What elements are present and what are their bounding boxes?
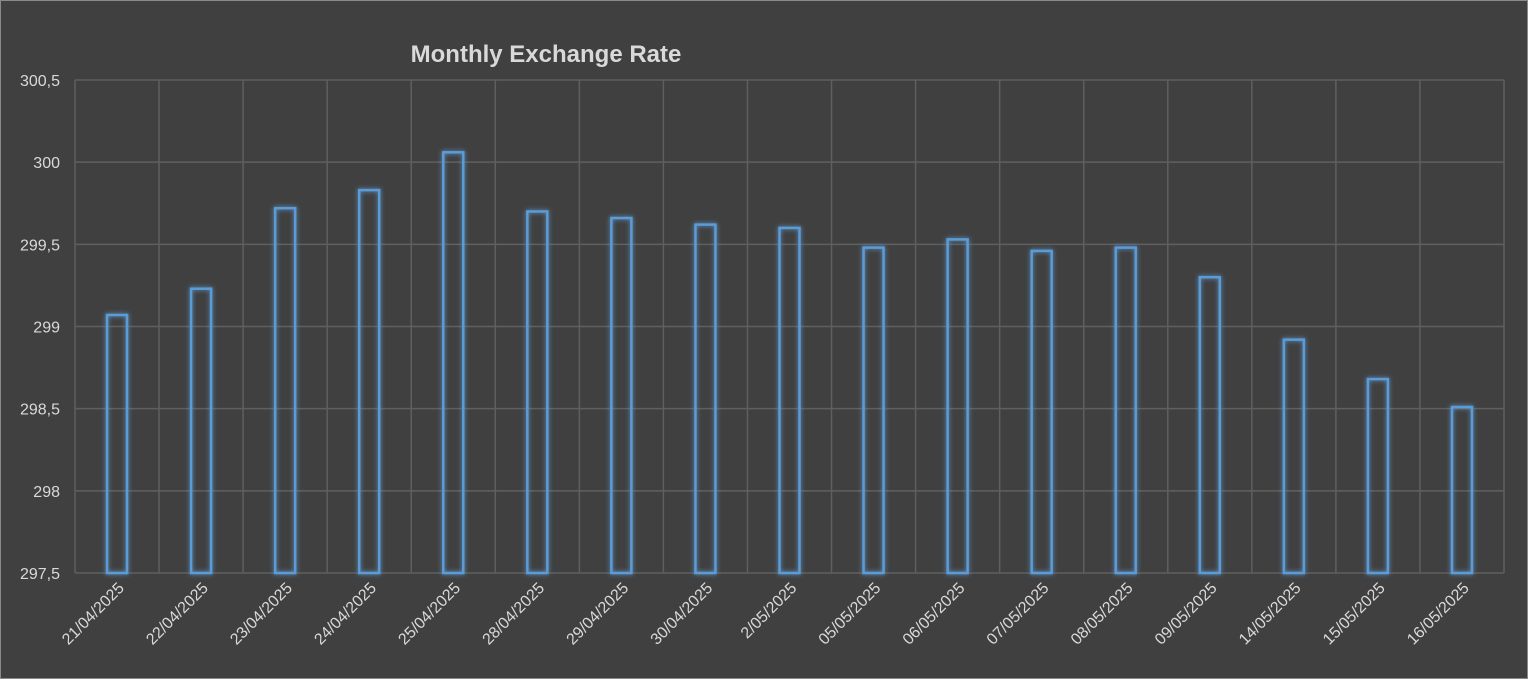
x-tick-label: 08/05/2025	[1068, 580, 1137, 649]
y-axis-ticks: 297,5 298 298,5 299 299,5 300 300,5	[20, 73, 60, 583]
x-tick-label: 22/04/2025	[143, 580, 212, 649]
bar	[610, 216, 633, 575]
x-tick-label: 24/04/2025	[311, 580, 380, 649]
y-tick-label: 297,5	[20, 566, 60, 583]
bar	[357, 188, 381, 575]
bar	[273, 206, 297, 575]
bar	[1282, 338, 1306, 575]
y-tick-label: 299	[33, 320, 60, 337]
bar	[1030, 249, 1053, 575]
bar	[526, 210, 549, 575]
x-tick-label: 29/04/2025	[564, 580, 633, 649]
x-tick-label: 30/04/2025	[648, 580, 717, 649]
bar	[442, 151, 465, 575]
chart-title: Monthly Exchange Rate	[410, 41, 682, 68]
x-tick-label: 16/05/2025	[1404, 580, 1473, 649]
x-tick-label: 25/04/2025	[395, 580, 464, 649]
x-tick-label: 09/05/2025	[1152, 580, 1221, 649]
bar	[1198, 275, 1222, 575]
y-tick-label: 300	[33, 155, 60, 172]
y-tick-label: 299,5	[20, 237, 60, 254]
x-axis-ticks: 21/04/2025 22/04/2025 23/04/2025 24/04/2025…	[59, 580, 1473, 649]
y-tick-label: 298	[33, 484, 60, 501]
bar	[1114, 246, 1137, 575]
y-tick-label: 300,5	[20, 73, 60, 90]
bar	[1366, 377, 1390, 575]
x-tick-label: 14/05/2025	[1236, 580, 1305, 649]
x-tick-label: 21/04/2025	[59, 580, 128, 649]
bar	[189, 287, 213, 575]
bars	[105, 151, 1474, 575]
x-tick-label: 15/05/2025	[1320, 580, 1389, 649]
x-tick-label: 05/05/2025	[816, 580, 885, 649]
x-tick-label: 2/05/2025	[738, 580, 800, 642]
bar	[946, 238, 969, 575]
x-tick-label: 28/04/2025	[480, 580, 549, 649]
bar	[862, 246, 885, 575]
bar	[694, 223, 717, 575]
bar	[105, 313, 129, 575]
x-tick-label: 07/05/2025	[984, 580, 1053, 649]
x-tick-label: 23/04/2025	[227, 580, 296, 649]
gridlines	[74, 79, 1505, 574]
y-tick-label: 298,5	[20, 402, 60, 419]
x-tick-label: 06/05/2025	[900, 580, 969, 649]
bar	[778, 226, 801, 575]
bar	[1450, 405, 1474, 575]
